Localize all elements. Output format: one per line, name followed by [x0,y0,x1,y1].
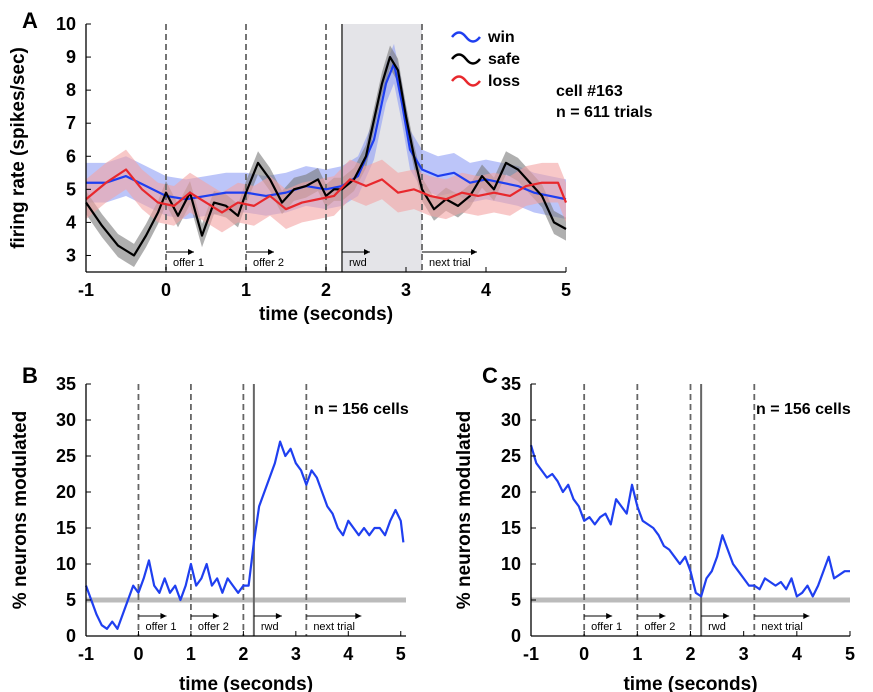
y-tick-label: 35 [501,374,521,394]
x-tick-label: 1 [241,280,251,300]
y-tick-label: 5 [66,179,76,199]
y-tick-label: 15 [501,518,521,538]
y-tick-label: 25 [501,446,521,466]
x-tick-label: 5 [561,280,571,300]
annotation-text: n = 156 cells [756,401,851,418]
event-label: next trial [761,621,803,633]
annotation-text: n = 156 cells [314,401,409,418]
event-arrow-head [803,613,810,619]
legend-swatch-win [451,31,481,43]
series-line-modulated [529,444,850,598]
y-tick-label: 15 [56,518,76,538]
x-tick-label: 1 [632,644,642,664]
y-tick-label: 8 [66,80,76,100]
y-tick-label: 30 [501,410,521,430]
x-axis-label: time (seconds) [179,674,313,692]
event-label: offer 2 [644,621,675,633]
y-axis-label: firing rate (spikes/sec) [8,47,29,249]
y-tick-label: 9 [66,47,76,67]
event-label: rwd [708,621,726,633]
x-tick-label: -1 [78,280,94,300]
legend-label-safe: safe [488,51,520,68]
y-tick-label: 0 [511,626,521,646]
legend-swatch-loss [451,75,481,87]
event-arrow-head [268,249,274,255]
event-arrow-head [212,613,219,619]
series-band-safe [86,45,566,268]
legend-label-win: win [487,29,515,46]
event-arrow-head [160,613,167,619]
event-label: next trial [313,621,355,633]
y-tick-label: 3 [66,245,76,265]
x-tick-label: 4 [481,280,491,300]
y-tick-label: 10 [501,554,521,574]
x-tick-label: 5 [396,644,406,664]
legend-swatch-safe [451,53,481,65]
event-arrow-head [364,249,370,255]
x-tick-label: 1 [186,644,196,664]
event-arrow-head [355,613,362,619]
x-tick-label: 2 [238,644,248,664]
x-tick-label: -1 [523,644,539,664]
annotation-text: n = 611 trials [556,104,653,121]
x-tick-label: 3 [739,644,749,664]
y-tick-label: 20 [56,482,76,502]
y-tick-label: 25 [56,446,76,466]
x-tick-label: -1 [78,644,94,664]
y-tick-label: 4 [66,212,76,232]
y-tick-label: 10 [56,554,76,574]
panel-letter: A [22,8,38,33]
x-tick-label: 2 [321,280,331,300]
y-tick-label: 7 [66,113,76,133]
event-arrow-head [471,249,477,255]
event-arrow-head [606,613,613,619]
x-tick-label: 4 [792,644,802,664]
y-tick-label: 5 [66,590,76,610]
event-label: offer 2 [198,621,229,633]
x-tick-label: 0 [161,280,171,300]
panel-letter: C [482,363,498,388]
x-tick-label: 2 [685,644,695,664]
event-label: offer 1 [173,257,204,269]
event-arrow-head [723,613,730,619]
x-tick-label: 3 [401,280,411,300]
event-arrow-head [275,613,282,619]
event-arrow-head [188,249,194,255]
x-tick-label: 0 [579,644,589,664]
x-axis-label: time (seconds) [259,304,393,325]
event-label: next trial [429,257,471,269]
event-label: offer 2 [253,257,284,269]
x-tick-label: 5 [845,644,855,664]
x-tick-label: 4 [343,644,353,664]
x-axis-label: time (seconds) [623,674,757,692]
x-tick-label: 3 [291,644,301,664]
annotation-text: cell #163 [556,83,623,100]
event-arrow-head [659,613,666,619]
series-line-modulated [84,440,405,630]
event-label: rwd [349,257,367,269]
y-tick-label: 10 [56,14,76,34]
y-tick-label: 0 [66,626,76,646]
y-axis-label: % neurons modulated [10,411,31,609]
y-tick-label: 35 [56,374,76,394]
event-label: rwd [261,621,279,633]
y-tick-label: 30 [56,410,76,430]
x-tick-label: 0 [133,644,143,664]
y-axis-label: % neurons modulated [454,411,475,609]
y-tick-label: 20 [501,482,521,502]
y-tick-label: 6 [66,146,76,166]
event-label: offer 1 [591,621,622,633]
series-line-safe [85,55,567,257]
series-line-loss [85,168,568,214]
panel-letter: B [22,363,38,388]
y-tick-label: 5 [511,590,521,610]
event-label: offer 1 [145,621,176,633]
series-band-loss [86,149,566,233]
legend-label-loss: loss [488,73,520,90]
